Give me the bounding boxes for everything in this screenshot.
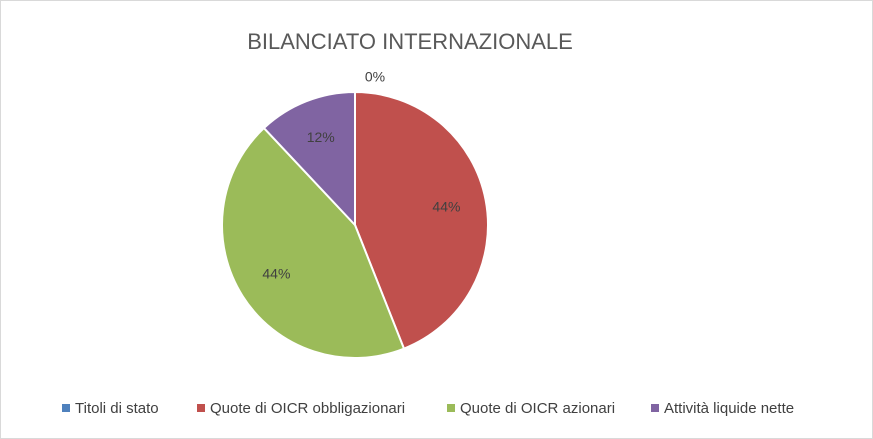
legend-swatch — [197, 404, 205, 412]
legend-label: Attività liquide nette — [664, 400, 794, 417]
data-label: 44% — [432, 198, 460, 214]
chart-title: BILANCIATO INTERNAZIONALE — [247, 29, 573, 54]
data-label: 44% — [262, 266, 290, 282]
legend-swatch — [651, 404, 659, 412]
legend-label: Quote di OICR azionari — [460, 400, 615, 417]
pie-slice — [221, 126, 406, 359]
legend-label: Titoli di stato — [75, 400, 159, 417]
legend-label: Quote di OICR obbligazionari — [210, 400, 405, 417]
pie-slice — [262, 90, 356, 228]
pie-slice — [354, 90, 489, 350]
data-label: 12% — [307, 129, 335, 145]
legend-swatch — [447, 404, 455, 412]
data-label: 0% — [365, 69, 385, 85]
legend-swatch — [62, 404, 70, 412]
